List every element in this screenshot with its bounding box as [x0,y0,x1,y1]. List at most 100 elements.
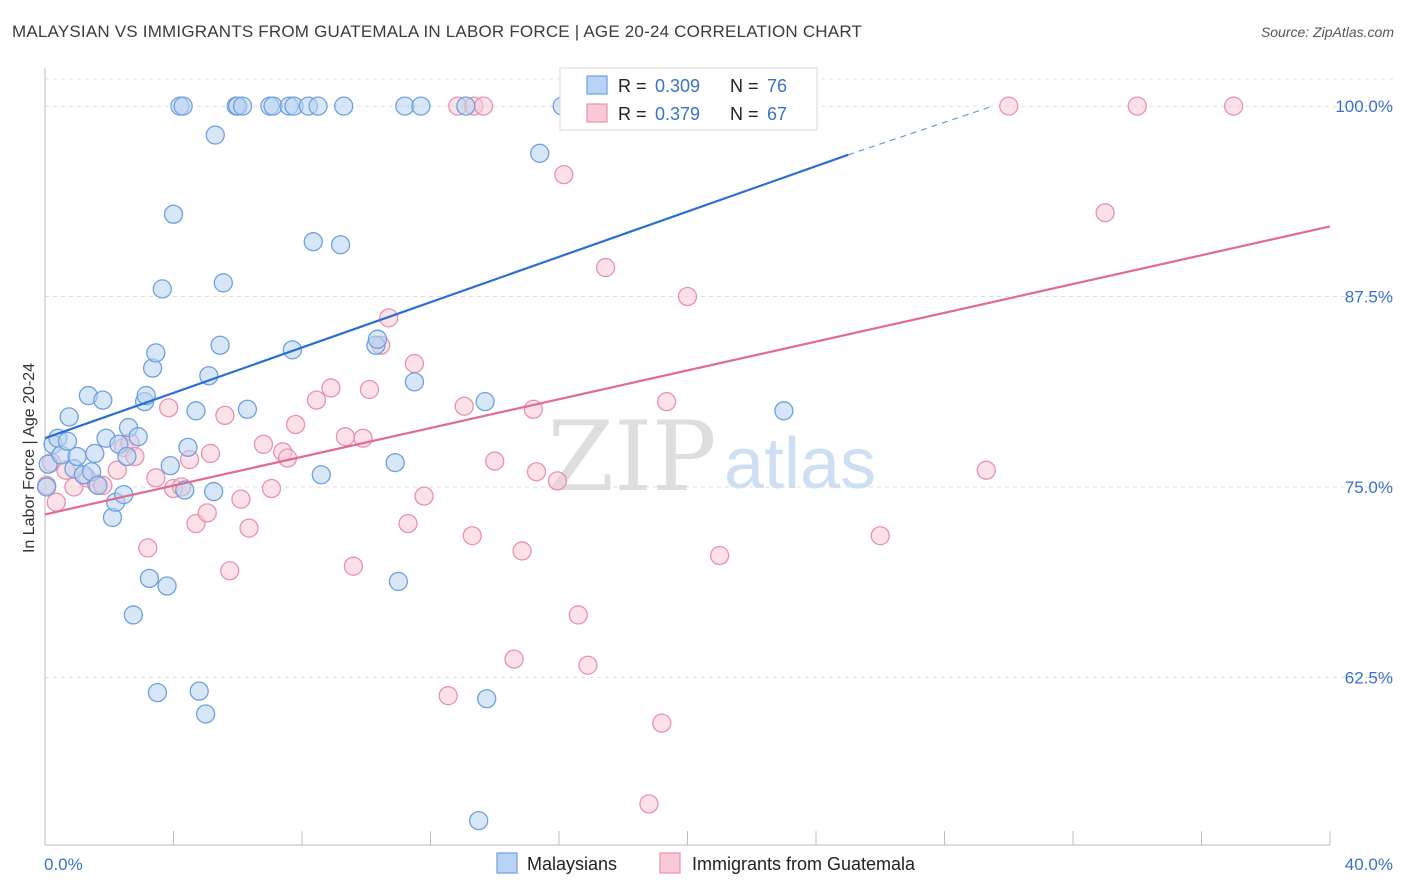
y-tick-label-1: 75.0% [1345,478,1393,497]
stats-legend: R = 0.309 N = 76 R = 0.379 N = 67 [559,67,818,131]
malaysians-point-57 [311,465,331,485]
legend-n-label-2: N = [730,104,759,124]
bottom-legend-swatch-guatemala [659,852,681,874]
x-tick-label-max: 40.0% [1345,855,1393,874]
guatemala-point-59 [656,392,677,412]
malaysians-point-34 [173,96,193,116]
axes: 62.5% 75.0% 87.5% 100.0% [44,68,1393,846]
y-axis-label: In Labor Force | Age 20-24 [21,363,38,553]
guatemala-trend-line [44,225,1331,516]
guatemala-point-46 [473,96,494,116]
bottom-legend-swatch-malaysians [496,852,518,874]
legend-r-label-2: R = [618,104,647,124]
malaysians-point-4 [57,431,78,451]
malaysians-point-56 [308,96,328,116]
chart-title: MALAYSIAN VS IMMIGRANTS FROM GUATEMALA I… [12,22,863,41]
malaysians-point-62 [385,452,405,473]
malaysians-point-5 [59,407,79,427]
guatemala-point-40 [414,486,434,506]
malaysians-point-74 [774,401,794,421]
guatemala-point-13 [146,468,166,488]
guatemala-point-39 [404,353,425,374]
malaysians-point-12 [88,475,108,496]
malaysians-point-71 [530,143,550,163]
y-tick-label-0: 62.5% [1345,668,1393,687]
malaysians-point-40 [199,366,219,386]
guatemala-point-61 [709,545,730,566]
malaysians-point-67 [456,96,476,116]
malaysians-point-66 [411,96,431,116]
malaysians-point-7 [67,446,87,467]
malaysians-point-31 [160,455,180,476]
trend-lines [44,105,1331,516]
malaysians-point-69 [475,392,495,412]
guatemala-point-21 [215,405,235,426]
guatemala-point-22 [220,561,240,581]
y-tick-label-2: 87.5% [1345,288,1393,307]
malaysians-point-64 [395,96,415,116]
guatemala-point-66 [1127,96,1147,116]
malaysians-point-68 [469,810,489,831]
guatemala-point-29 [285,414,306,435]
guatemala-point-62 [870,526,890,546]
malaysians-point-65 [404,372,425,392]
guatemala-point-43 [454,396,474,416]
malaysians-point-39 [195,704,216,724]
malaysians-point-58 [330,235,351,255]
malaysians-point-55 [303,232,323,252]
bottom-legend-label-malaysians: Malaysians [527,854,617,874]
malaysians-point-37 [186,401,206,421]
malaysians-point-59 [334,96,354,116]
malaysians-point-19 [117,446,137,467]
guatemala-point-32 [335,427,356,447]
malaysians-point-61 [367,329,388,349]
guatemala-point-41 [438,686,458,706]
guatemala-point-51 [526,462,547,482]
legend-r-value-1: 0.309 [655,76,700,96]
bottom-legend-label-guatemala: Immigrants from Guatemala [692,854,916,874]
malaysians-point-43 [210,335,230,355]
malaysians-point-25 [139,568,160,589]
malaysians-point-70 [477,689,497,709]
guatemala-point-12 [138,538,158,558]
guatemala-point-58 [652,713,672,733]
malaysians-trend-extension [847,105,993,156]
malaysians-point-75 [36,477,57,497]
guatemala-point-33 [343,556,364,576]
guatemala-point-55 [578,655,598,675]
malaysians-point-32 [163,204,184,224]
guatemala-point-49 [512,541,532,561]
guatemala-point-20 [200,443,221,464]
guatemala-point-38 [398,513,418,534]
guatemala-point-30 [306,390,327,410]
guatemala-point-44 [462,526,482,546]
y-tick-label-3: 100.0% [1335,97,1393,116]
legend-swatch-guatemala [586,103,608,123]
malaysians-point-36 [178,437,198,458]
malaysians-point-29 [152,279,172,299]
guatemala-point-54 [568,605,588,625]
malaysians-point-41 [204,481,224,502]
series-legend: Malaysians Immigrants from Guatemala [496,852,916,874]
malaysians-point-50 [263,96,283,116]
malaysians-point-22 [128,427,148,447]
malaysians-point-63 [388,571,409,592]
guatemala-point-25 [253,434,274,454]
guatemala-point-35 [359,379,380,400]
malaysians-point-13 [93,390,113,410]
guatemala-point-47 [485,451,505,471]
guatemala-point-52 [547,471,568,491]
malaysians-trend-line [44,153,849,440]
guatemala-point-64 [999,96,1019,116]
malaysians-point-38 [189,681,209,701]
malaysians-point-28 [147,682,168,703]
malaysians-point-35 [175,480,195,500]
guatemala-point-19 [197,503,217,523]
malaysians-point-42 [205,125,225,145]
legend-r-value-2: 0.379 [655,104,700,124]
malaysians-point-47 [232,96,253,116]
malaysians-point-48 [237,399,258,419]
guatemala-point-53 [554,164,574,185]
legend-n-label-1: N = [730,76,759,96]
